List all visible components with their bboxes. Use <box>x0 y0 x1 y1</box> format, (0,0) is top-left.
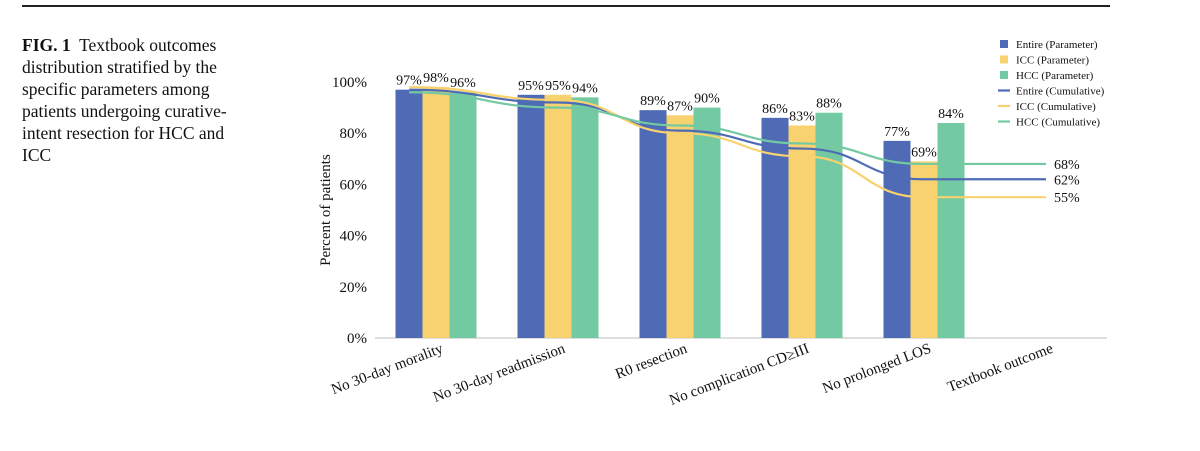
line-end-label: 55% <box>1054 191 1080 206</box>
legend-label: ICC (Cumulative) <box>1016 101 1096 113</box>
legend-swatch <box>1000 71 1008 79</box>
y-tick-label: 60% <box>340 177 368 193</box>
bar <box>883 140 911 338</box>
cumulative-line <box>409 91 1046 166</box>
figure-caption: FIG. 1 Textbook outcomes distribution st… <box>22 34 254 166</box>
bar-data-label: 90% <box>694 92 720 107</box>
bar-data-label: 89% <box>640 94 666 109</box>
y-tick-label: 0% <box>347 331 367 347</box>
bar <box>639 110 667 338</box>
bar-data-label: 97% <box>396 74 422 89</box>
bar-data-label: 86% <box>762 102 788 117</box>
bar <box>761 117 789 338</box>
bar <box>517 94 545 338</box>
y-axis-label: Percent of patients <box>318 154 334 266</box>
legend-label: Entire (Parameter) <box>1016 39 1098 51</box>
line-end-label: 68% <box>1054 158 1080 173</box>
y-tick-label: 20% <box>340 280 368 296</box>
cumulative-line <box>409 88 1046 181</box>
y-tick-label: 100% <box>332 75 367 91</box>
bar-data-label: 95% <box>545 79 571 94</box>
bar <box>693 107 721 338</box>
x-tick-label: R0 resection <box>613 341 690 383</box>
bar <box>910 161 938 338</box>
figure-label: FIG. 1 <box>22 35 71 55</box>
legend-swatch <box>1000 40 1008 48</box>
bar-data-label: 98% <box>423 71 449 86</box>
bar <box>937 122 965 339</box>
x-tick-label: No 30-day readmission <box>431 341 568 406</box>
bar-data-label: 84% <box>938 107 964 122</box>
bar <box>422 87 450 339</box>
bar <box>571 97 599 338</box>
legend-label: Entire (Cumulative) <box>1016 86 1105 98</box>
x-tick-label: No prolonged LOS <box>820 341 933 397</box>
bar-data-label: 87% <box>667 99 693 114</box>
bar-data-label: 94% <box>572 81 598 96</box>
x-tick-label: No complication CD≥III <box>667 341 811 409</box>
x-tick-label: Textbook outcome <box>945 341 1055 396</box>
y-tick-label: 40% <box>340 229 368 245</box>
bar <box>544 94 572 338</box>
cumulative-line <box>409 86 1046 199</box>
bar-data-label: 96% <box>450 76 476 91</box>
bar-data-label: 77% <box>884 125 910 140</box>
bar-data-label: 95% <box>518 79 544 94</box>
bar <box>395 89 423 339</box>
top-rule <box>22 5 1110 7</box>
bar <box>788 125 816 339</box>
bar <box>449 92 477 339</box>
legend-label: HCC (Parameter) <box>1016 70 1094 82</box>
legend-swatch <box>1000 55 1008 64</box>
bar-data-label: 69% <box>911 145 937 160</box>
bar-data-label: 83% <box>789 110 815 125</box>
legend-label: HCC (Cumulative) <box>1016 117 1100 129</box>
bar-data-label: 88% <box>816 97 842 112</box>
figure-caption-text: Textbook outcomes distribution stratifie… <box>22 35 227 165</box>
y-tick-label: 80% <box>340 126 368 142</box>
x-tick-label: No 30-day morality <box>329 341 446 399</box>
line-end-label: 62% <box>1054 173 1080 188</box>
legend-label: ICC (Parameter) <box>1016 55 1089 67</box>
bar <box>666 115 694 338</box>
